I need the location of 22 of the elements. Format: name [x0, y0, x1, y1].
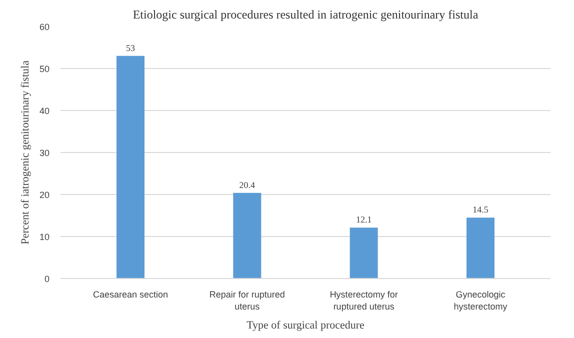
y-axis-title: Percent of iatrogenic genitourinary fistula — [19, 60, 32, 244]
y-tick-label: 50 — [39, 64, 50, 74]
data-label: 14.5 — [472, 204, 489, 215]
data-label: 53 — [126, 42, 136, 53]
y-tick-label: 0 — [44, 274, 50, 284]
x-tick-label: Repair for ruptured uterus — [209, 290, 285, 312]
y-tick-label: 10 — [39, 232, 50, 242]
x-axis-title: Type of surgical procedure — [246, 320, 365, 332]
bar — [350, 228, 378, 278]
x-tick-label: Hysterectomy for ruptured uterus — [330, 290, 398, 312]
chart-title: Etiologic surgical procedures resulted in iatrogenic genitourinary fistula — [132, 8, 479, 22]
y-tick-label: 30 — [39, 148, 50, 158]
data-label: 20.4 — [239, 180, 256, 190]
bar — [116, 56, 144, 278]
bar — [233, 192, 262, 278]
bar — [466, 218, 494, 278]
y-tick-label: 40 — [39, 106, 50, 116]
y-tick-label: 20 — [39, 190, 50, 200]
x-tick-label: Gynecologic hysterectomy — [454, 290, 508, 312]
x-tick-label: Caesarean section — [92, 290, 168, 300]
y-tick-label: 60 — [39, 22, 50, 32]
data-label: 12.1 — [356, 214, 372, 225]
